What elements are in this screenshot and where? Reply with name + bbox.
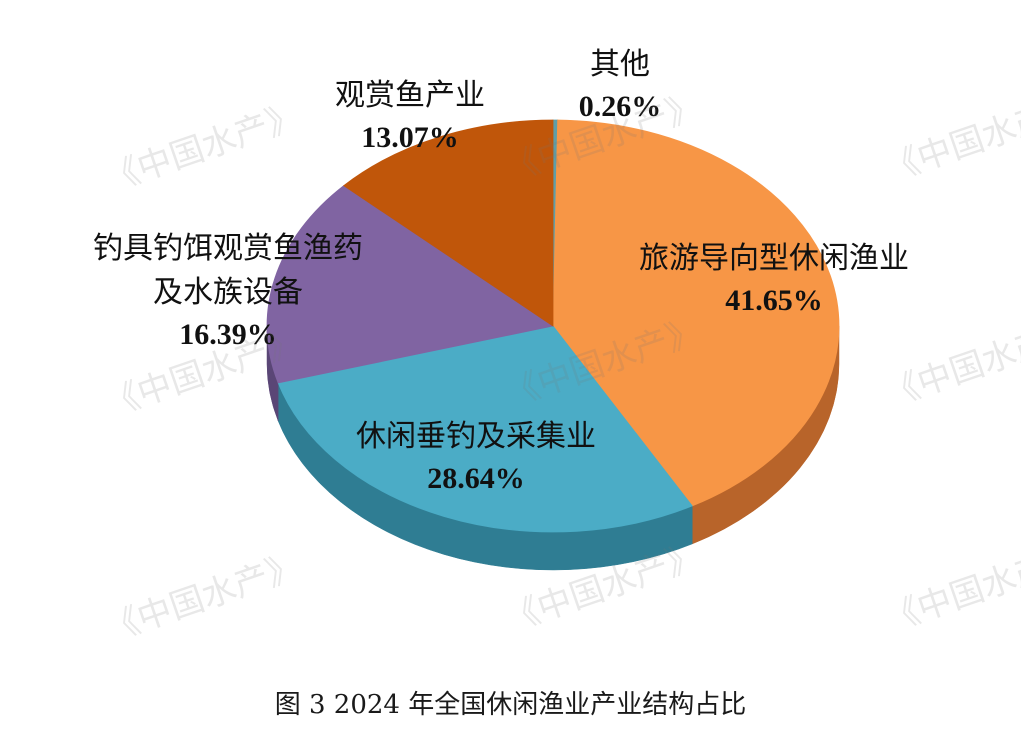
slice-labels: 其他 0.26% 旅游导向型休闲渔业 41.65% 休闲垂钓及采集业 28.64% 钓具钓饵…	[93, 47, 909, 495]
slice-value-label: 41.65%	[725, 284, 823, 317]
slice-name-label: 其他	[590, 47, 650, 82]
slice-name-label: 观赏鱼产业	[335, 78, 485, 113]
pie-slice-4	[342, 119, 554, 327]
pie-slices	[266, 119, 840, 533]
slice-value-label: 28.64%	[427, 462, 525, 495]
slice-value-label: 0.26%	[579, 90, 662, 123]
slice-label-group-1: 旅游导向型休闲渔业 41.65%	[639, 241, 909, 317]
pie-slice-1	[552, 119, 840, 507]
slice-value-label: 13.07%	[361, 121, 459, 154]
slice-label-group-4: 观赏鱼产业 13.07%	[335, 78, 485, 154]
slice-name-label: 钓具钓饵观赏鱼渔药	[93, 231, 363, 266]
slice-name-label: 休闲垂钓及采集业	[356, 419, 596, 454]
slice-label-group-0: 其他 0.26%	[579, 47, 662, 123]
pie-slice-2	[277, 325, 693, 533]
slice-label-group-2: 休闲垂钓及采集业 28.64%	[356, 419, 596, 495]
figure-caption: 图 3 2024 年全国休闲渔业产业结构占比	[274, 690, 747, 720]
slice-value-label: 16.39%	[179, 318, 277, 351]
slice-name-label: 及水族设备	[153, 275, 303, 310]
slice-name-label: 旅游导向型休闲渔业	[639, 241, 909, 276]
pie-slice-3	[266, 185, 555, 384]
